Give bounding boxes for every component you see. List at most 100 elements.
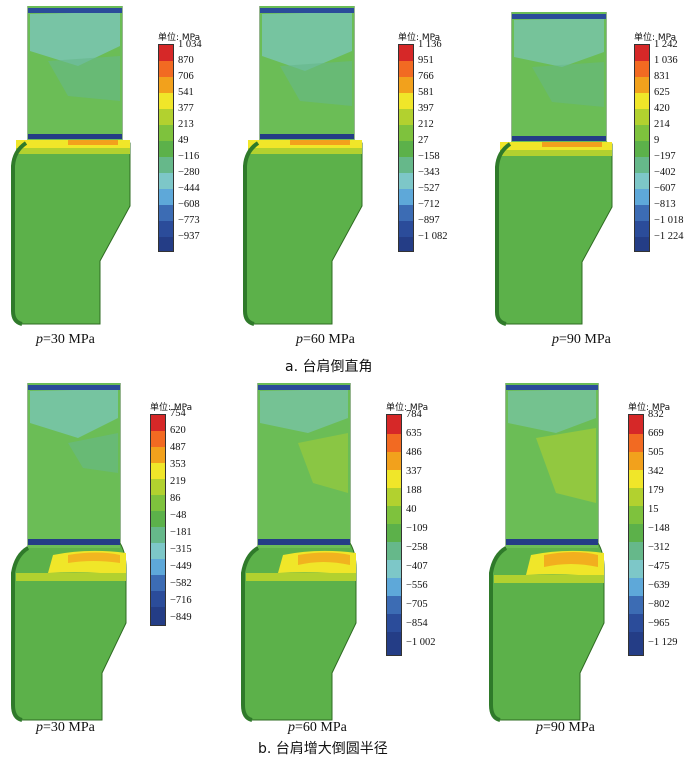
- legend-swatch: [387, 434, 401, 452]
- legend-tick: 784: [406, 409, 422, 420]
- legend-swatch: [159, 237, 173, 251]
- legend-swatch: [629, 506, 643, 524]
- legend-swatch: [399, 221, 413, 237]
- legend-tick: −1 018: [654, 215, 684, 226]
- legend-swatch: [151, 511, 165, 527]
- legend-tick: 377: [178, 103, 194, 114]
- legend-tick: −854: [406, 618, 428, 629]
- legend-tick: 15: [648, 504, 659, 515]
- legend-tick: 40: [406, 504, 417, 515]
- legend-swatch: [159, 141, 173, 157]
- legend-tick: 581: [418, 87, 434, 98]
- legend-swatch: [399, 141, 413, 157]
- legend-swatch: [387, 632, 401, 655]
- legend-tick: 337: [406, 466, 422, 477]
- legend-tick: 27: [418, 135, 429, 146]
- legend-tick: 831: [654, 71, 670, 82]
- legend-swatch: [399, 109, 413, 125]
- legend-swatches: [150, 414, 166, 626]
- legend-tick: 420: [654, 103, 670, 114]
- legend-swatch: [151, 575, 165, 591]
- legend-tick: −1 129: [648, 637, 678, 648]
- legend-tick: −197: [654, 151, 676, 162]
- legend-tick: −258: [406, 542, 428, 553]
- legend-swatch: [151, 447, 165, 463]
- pressure-value: =30 MPa: [43, 332, 95, 347]
- legend-tick: −965: [648, 618, 670, 629]
- legend-swatch: [159, 93, 173, 109]
- legend-swatch: [629, 488, 643, 506]
- legend-tick: −402: [654, 167, 676, 178]
- stress-contour-b1: [11, 383, 127, 722]
- legend-tick: −716: [170, 595, 192, 606]
- legend-tick: 870: [178, 55, 194, 66]
- legend-tick: 342: [648, 466, 664, 477]
- legend-swatch: [159, 173, 173, 189]
- legend-swatch: [159, 45, 173, 61]
- legend-tick: −181: [170, 527, 192, 538]
- legend-tick: 9: [654, 135, 660, 146]
- legend-tick: −849: [170, 612, 192, 623]
- legend-swatch: [387, 524, 401, 542]
- legend-swatch: [635, 189, 649, 205]
- row-caption-b: b. 台肩增大倒圆半径: [258, 741, 388, 757]
- legend-swatches: [628, 414, 644, 656]
- legend-tick: 635: [406, 428, 422, 439]
- legend-tick: 766: [418, 71, 434, 82]
- legend-swatch: [635, 173, 649, 189]
- stress-contour-b3: [489, 383, 605, 722]
- pressure-value: =60 MPa: [303, 332, 355, 347]
- pressure-label-a1: p=30 MPa: [36, 332, 95, 348]
- legend-swatch: [399, 205, 413, 221]
- pressure-var: p: [36, 332, 43, 347]
- pressure-var: p: [288, 720, 295, 735]
- legend-tick: 541: [178, 87, 194, 98]
- legend-tick: 214: [654, 119, 670, 130]
- legend-tick: 1 034: [178, 39, 202, 50]
- stress-contour-a1: [11, 6, 131, 326]
- legend-tick: 620: [170, 425, 186, 436]
- legend-swatch: [151, 591, 165, 607]
- legend-swatch: [387, 415, 401, 434]
- legend-swatch: [151, 495, 165, 511]
- legend-swatch: [635, 77, 649, 93]
- legend-swatch: [629, 415, 643, 434]
- legend-tick: −109: [406, 523, 428, 534]
- legend-swatch: [629, 560, 643, 578]
- legend-swatch: [387, 578, 401, 596]
- legend-tick: −705: [406, 599, 428, 610]
- legend-tick: −813: [654, 199, 676, 210]
- pressure-var: p: [296, 332, 303, 347]
- legend-tick: 669: [648, 428, 664, 439]
- legend-swatch: [635, 237, 649, 251]
- legend-swatch: [399, 45, 413, 61]
- legend-swatch: [399, 77, 413, 93]
- legend-tick: −449: [170, 561, 192, 572]
- legend-tick: 86: [170, 493, 181, 504]
- legend-swatch: [159, 221, 173, 237]
- legend-tick: −1 224: [654, 231, 684, 242]
- pressure-var: p: [552, 332, 559, 347]
- legend-swatches: [634, 44, 650, 252]
- legend-swatch: [629, 452, 643, 470]
- legend-tick: −407: [406, 561, 428, 572]
- legend-tick: 1 136: [418, 39, 442, 50]
- legend-swatch: [159, 157, 173, 173]
- legend-swatch: [629, 578, 643, 596]
- legend-swatch: [629, 542, 643, 560]
- legend-tick: −802: [648, 599, 670, 610]
- legend-tick: 213: [178, 119, 194, 130]
- legend-swatch: [151, 543, 165, 559]
- legend-swatch: [151, 607, 165, 625]
- legend-unit: 单位: MPa: [150, 403, 193, 413]
- legend-swatch: [159, 205, 173, 221]
- legend-tick: 706: [178, 71, 194, 82]
- legend-tick: 219: [170, 476, 186, 487]
- legend-tick: −527: [418, 183, 440, 194]
- legend-tick: −712: [418, 199, 440, 210]
- legend-swatch: [399, 125, 413, 141]
- legend-swatches: [158, 44, 174, 252]
- legend-tick: −1 082: [418, 231, 448, 242]
- legend-swatch: [629, 524, 643, 542]
- legend-swatch: [151, 527, 165, 543]
